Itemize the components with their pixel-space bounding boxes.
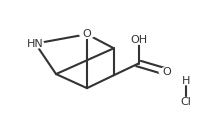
Text: HN: HN (27, 39, 44, 49)
Circle shape (178, 98, 194, 107)
Circle shape (27, 39, 44, 48)
Text: Cl: Cl (181, 97, 191, 107)
Text: O: O (162, 67, 171, 77)
Text: O: O (83, 29, 91, 39)
Circle shape (180, 78, 192, 85)
Circle shape (159, 68, 174, 76)
Circle shape (80, 30, 94, 38)
Text: H: H (182, 76, 190, 86)
Circle shape (131, 36, 146, 44)
Text: OH: OH (130, 35, 147, 45)
